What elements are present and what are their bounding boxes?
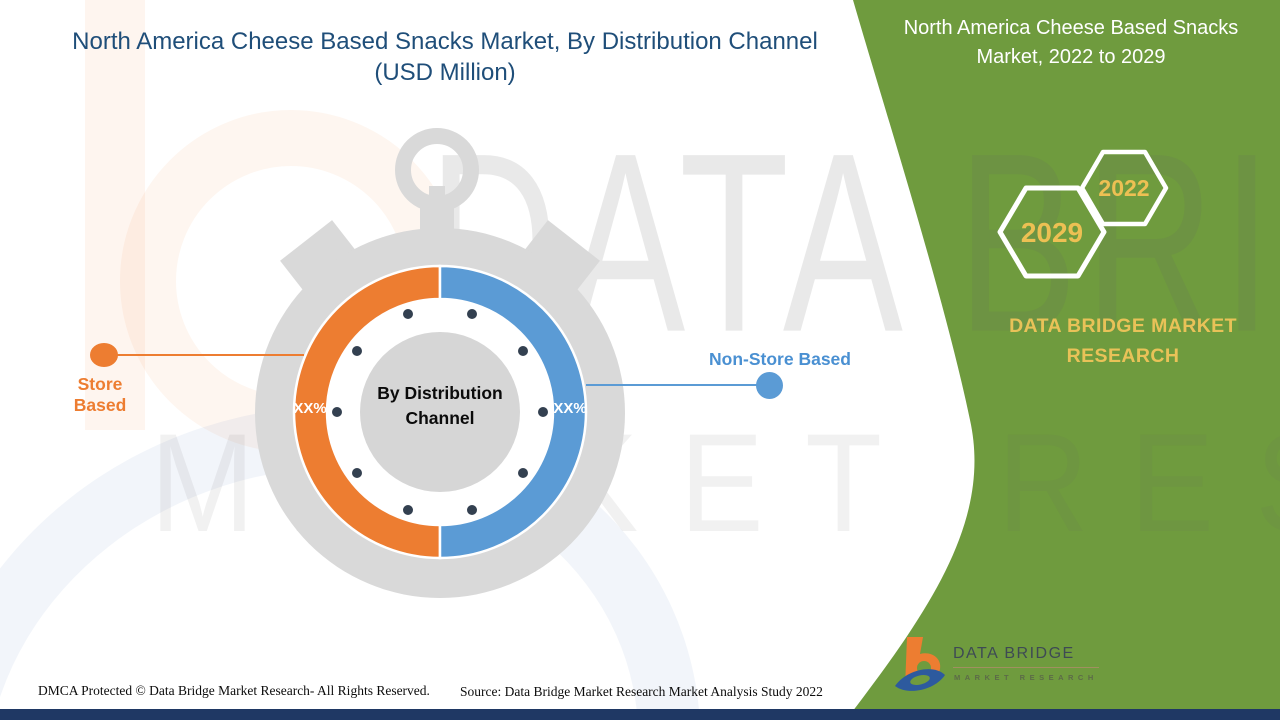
donut-center-label-line2: Channel — [405, 408, 475, 428]
company-logo-title: DATA BRIDGE — [953, 645, 1075, 662]
non-store-based-label: Non-Store Based — [709, 349, 851, 369]
year-hexagons: 2029 2022 — [997, 149, 1169, 279]
donut-center-label: By Distribution Channel — [355, 381, 525, 431]
tick-dot — [403, 309, 413, 319]
chart-title: North America Cheese Based Snacks Market… — [40, 26, 850, 88]
non-store-based-callout-dot — [756, 372, 783, 399]
company-logo-subtitle: MARKET RESEARCH — [954, 673, 1098, 682]
hexagon-2022 — [1079, 149, 1169, 227]
brand-wordmark: DATA BRIDGE MARKET RESEARCH — [968, 311, 1278, 371]
store-based-label: Store Based — [73, 374, 127, 415]
panel-title-line2: Market, 2022 to 2029 — [976, 46, 1166, 68]
brand-wordmark-line2: RESEARCH — [1066, 345, 1180, 367]
tick-dot — [518, 346, 528, 356]
tick-dot — [467, 309, 477, 319]
hexagon-2029 — [997, 185, 1107, 279]
company-logo-icon — [895, 637, 945, 691]
non-store-based-callout-line — [586, 384, 758, 386]
panel-title: North America Cheese Based Snacks Market… — [875, 14, 1267, 72]
panel-title-line1: North America Cheese Based Snacks — [903, 17, 1239, 39]
tick-dot — [332, 407, 342, 417]
store-based-value: XX% — [293, 400, 327, 417]
tick-dot — [403, 505, 413, 515]
chart-title-line2: (USD Million) — [374, 59, 516, 86]
tick-dot — [352, 468, 362, 478]
donut-segment-store-based — [292, 264, 442, 560]
tick-dot — [467, 505, 477, 515]
dmca-notice: DMCA Protected © Data Bridge Market Rese… — [38, 683, 430, 698]
store-based-callout-line — [112, 354, 304, 356]
non-store-based-value: XX% — [553, 400, 587, 417]
tick-dot — [538, 407, 548, 417]
company-logo: DATA BRIDGE MARKET RESEARCH — [893, 633, 1123, 705]
brand-wordmark-line1: DATA BRIDGE MARKET — [1009, 315, 1237, 337]
store-based-callout-dot — [90, 343, 118, 367]
hexagon-2029-label: 2029 — [1021, 217, 1083, 248]
stopwatch-stem-neck — [429, 186, 445, 204]
chart-title-line1: North America Cheese Based Snacks Market… — [72, 28, 818, 55]
company-logo-rule — [953, 667, 1099, 668]
tick-dot — [352, 346, 362, 356]
stopwatch-inner-circle — [360, 332, 520, 492]
bottom-navy-bar — [0, 709, 1280, 720]
tick-dot — [518, 468, 528, 478]
donut-segment-non-store-based — [438, 264, 588, 560]
source-note: Source: Data Bridge Market Research Mark… — [460, 684, 823, 699]
donut-center-label-line1: By Distribution — [377, 383, 503, 403]
hexagon-2022-label: 2022 — [1098, 175, 1149, 201]
